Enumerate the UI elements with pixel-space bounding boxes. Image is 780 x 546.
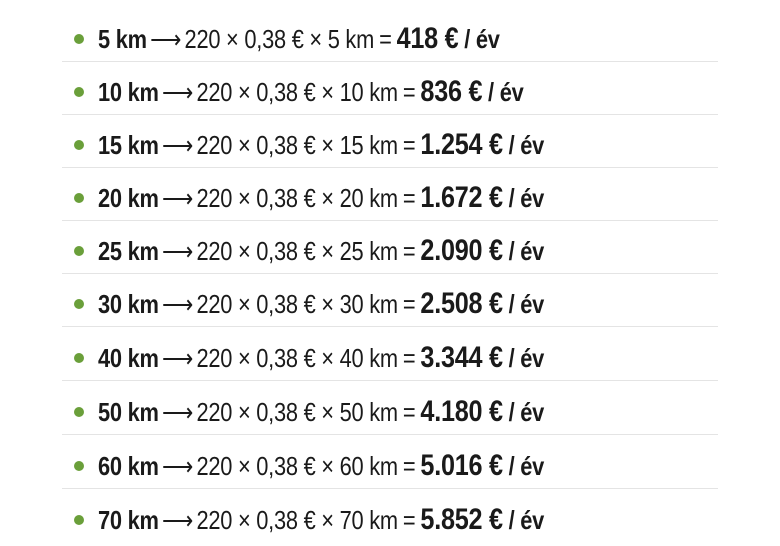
distance: 20 km	[98, 182, 159, 213]
list-item: 40 km ⟶ 220 × 0,38 € × 40 km = 3.344 € / év	[62, 331, 718, 384]
arrow-icon: ⟶	[162, 182, 194, 213]
arrow-icon: ⟶	[162, 396, 194, 427]
formula: 220 × 0,38 € × 15 km	[196, 129, 398, 160]
bullet-icon	[74, 33, 84, 44]
equals-sign: =	[402, 288, 416, 319]
bullet-icon	[74, 460, 84, 471]
calculation-line: 10 km ⟶ 220 × 0,38 € × 10 km = 836 € / év	[98, 74, 524, 109]
arrow-icon: ⟶	[162, 450, 194, 481]
list-item: 70 km ⟶ 220 × 0,38 € × 70 km = 5.852 € / év	[62, 493, 718, 546]
unit: / év	[508, 504, 545, 535]
bullet-icon	[74, 245, 84, 256]
calculation-line: 40 km ⟶ 220 × 0,38 € × 40 km = 3.344 € / év	[98, 341, 544, 375]
result: 4.180 €	[420, 394, 503, 428]
arrow-icon: ⟶	[162, 76, 194, 107]
formula: 220 × 0,38 € × 5 km	[184, 23, 375, 54]
divider	[62, 167, 718, 168]
formula: 220 × 0,38 € × 20 km	[196, 182, 398, 213]
equals-sign: =	[402, 182, 416, 213]
list-item: 25 km ⟶ 220 × 0,38 € × 25 km = 2.090 € / év	[62, 224, 718, 277]
unit: / év	[464, 23, 500, 54]
calculation-line: 5 km ⟶ 220 × 0,38 € × 5 km = 418 € / év	[98, 22, 500, 56]
calculation-line: 30 km ⟶ 220 × 0,38 € × 30 km = 2.508 € / év	[98, 287, 544, 321]
formula: 220 × 0,38 € × 60 km	[196, 450, 398, 481]
equals-sign: =	[402, 342, 416, 373]
distance: 30 km	[98, 288, 159, 319]
divider	[62, 434, 718, 435]
divider	[62, 380, 718, 381]
result: 418 €	[396, 21, 459, 55]
divider	[62, 326, 718, 327]
distance: 40 km	[98, 342, 159, 373]
bullet-icon	[74, 406, 84, 417]
formula: 220 × 0,38 € × 25 km	[196, 235, 398, 266]
distance: 70 km	[98, 504, 159, 535]
equals-sign: =	[402, 504, 416, 535]
divider	[62, 273, 718, 274]
list-item: 60 km ⟶ 220 × 0,38 € × 60 km = 5.016 € / év	[62, 439, 718, 492]
list-item: 5 km ⟶ 220 × 0,38 € × 5 km = 418 € / év	[62, 12, 718, 65]
equals-sign: =	[402, 235, 416, 266]
unit: / év	[508, 342, 545, 373]
distance: 60 km	[98, 450, 159, 481]
equals-sign: =	[379, 23, 392, 54]
calculation-line: 60 km ⟶ 220 × 0,38 € × 60 km = 5.016 € / év	[98, 449, 544, 483]
unit: / év	[488, 76, 524, 107]
calculation-line: 70 km ⟶ 220 × 0,38 € × 70 km = 5.852 € / év	[98, 503, 544, 537]
result: 5.852 €	[420, 502, 503, 536]
arrow-icon: ⟶	[162, 129, 194, 160]
arrow-icon: ⟶	[150, 23, 182, 54]
divider	[62, 114, 718, 115]
distance: 10 km	[98, 76, 159, 107]
bullet-icon	[74, 352, 84, 363]
bullet-icon	[74, 192, 84, 203]
divider	[62, 488, 718, 489]
result: 836 €	[420, 74, 483, 108]
bullet-icon	[74, 298, 84, 309]
list-item: 10 km ⟶ 220 × 0,38 € × 10 km = 836 € / év	[62, 65, 718, 118]
divider	[62, 61, 718, 62]
result: 2.508 €	[420, 286, 503, 320]
list-item: 30 km ⟶ 220 × 0,38 € × 30 km = 2.508 € / év	[62, 277, 718, 330]
calculation-line: 25 km ⟶ 220 × 0,38 € × 25 km = 2.090 € / év	[98, 234, 544, 268]
bullet-icon	[74, 514, 84, 525]
equals-sign: =	[402, 76, 416, 107]
list-item: 50 km ⟶ 220 × 0,38 € × 50 km = 4.180 € / év	[62, 385, 718, 438]
distance: 50 km	[98, 396, 159, 427]
result: 5.016 €	[420, 448, 503, 482]
distance: 15 km	[98, 129, 159, 160]
divider	[62, 220, 718, 221]
list-item: 20 km ⟶ 220 × 0,38 € × 20 km = 1.672 € / év	[62, 171, 718, 224]
calculation-line: 50 km ⟶ 220 × 0,38 € × 50 km = 4.180 € / év	[98, 395, 544, 429]
formula: 220 × 0,38 € × 70 km	[196, 504, 398, 535]
unit: / év	[508, 235, 545, 266]
formula: 220 × 0,38 € × 50 km	[196, 396, 398, 427]
result: 1.672 €	[420, 180, 503, 214]
arrow-icon: ⟶	[162, 288, 194, 319]
list-item: 15 km ⟶ 220 × 0,38 € × 15 km = 1.254 € / év	[62, 118, 718, 171]
equals-sign: =	[402, 396, 416, 427]
arrow-icon: ⟶	[162, 235, 194, 266]
equals-sign: =	[402, 129, 416, 160]
equals-sign: =	[402, 450, 416, 481]
bullet-icon	[74, 139, 84, 150]
result: 3.344 €	[420, 340, 503, 374]
formula: 220 × 0,38 € × 30 km	[196, 288, 398, 319]
unit: / év	[508, 288, 545, 319]
distance: 25 km	[98, 235, 159, 266]
distance: 5 km	[98, 23, 147, 54]
bullet-icon	[74, 86, 84, 97]
calculation-line: 15 km ⟶ 220 × 0,38 € × 15 km = 1.254 € / év	[98, 128, 544, 162]
unit: / év	[508, 129, 545, 160]
calculation-line: 20 km ⟶ 220 × 0,38 € × 20 km = 1.672 € / év	[98, 181, 544, 215]
arrow-icon: ⟶	[162, 504, 194, 535]
result: 1.254 €	[420, 127, 503, 161]
formula: 220 × 0,38 € × 10 km	[196, 76, 398, 107]
arrow-icon: ⟶	[162, 342, 194, 373]
result: 2.090 €	[420, 233, 503, 267]
unit: / év	[508, 450, 545, 481]
unit: / év	[508, 396, 545, 427]
formula: 220 × 0,38 € × 40 km	[196, 342, 398, 373]
unit: / év	[508, 182, 545, 213]
